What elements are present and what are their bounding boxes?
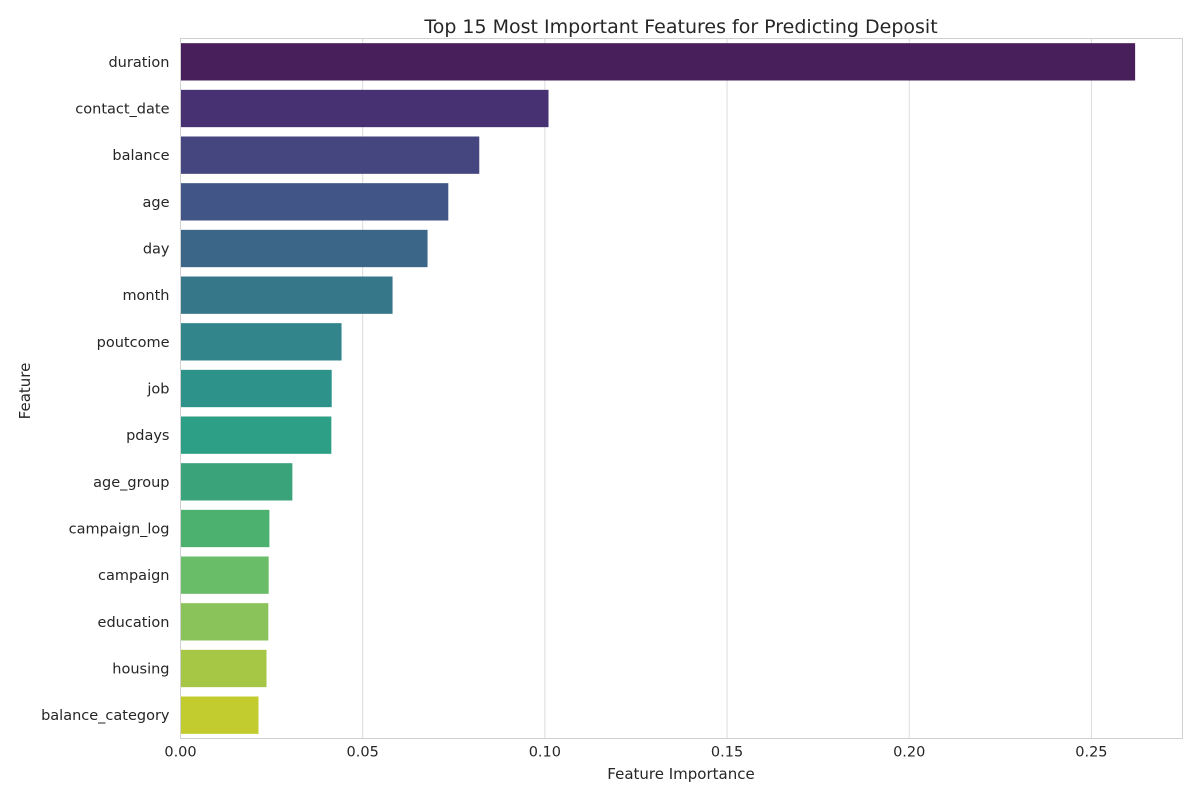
y-tick-label: campaign_log xyxy=(69,522,170,538)
bar-balance xyxy=(180,136,480,174)
x-tick-label: 0.20 xyxy=(893,745,925,761)
bar-housing xyxy=(180,649,267,688)
x-tick-label: 0.05 xyxy=(347,745,379,761)
bar-poutcome xyxy=(180,323,342,361)
y-tick-label: poutcome xyxy=(97,335,170,351)
bar-age-group xyxy=(180,463,293,501)
bar-education xyxy=(180,603,269,641)
x-tick-label: 0.25 xyxy=(1075,745,1107,761)
bar-contact-date xyxy=(180,89,549,128)
y-tick-label: duration xyxy=(108,55,169,71)
bar-balance-category xyxy=(180,696,259,734)
bar-campaign xyxy=(180,556,269,594)
x-tick-label: 0.10 xyxy=(529,745,561,761)
y-tick-label: housing xyxy=(112,662,169,678)
y-tick-label: age_group xyxy=(93,475,169,491)
y-tick-label: contact_date xyxy=(75,102,169,118)
x-tick-label: 0.00 xyxy=(164,745,196,761)
y-tick-label: day xyxy=(143,242,170,258)
plot-frame xyxy=(180,38,1183,739)
y-tick-label: balance xyxy=(112,148,169,164)
bar-pdays xyxy=(180,416,332,454)
bar-age xyxy=(180,183,449,221)
bar-job xyxy=(180,369,332,408)
y-tick-label: pdays xyxy=(126,428,169,444)
bar-month xyxy=(180,276,393,314)
x-tick-labels: 0.00 0.05 0.10 0.15 0.20 0.25 xyxy=(164,745,1107,761)
chart-title: Top 15 Most Important Features for Predi… xyxy=(423,16,937,38)
bar-campaign-log xyxy=(180,509,270,548)
y-tick-label: campaign xyxy=(98,568,170,584)
bar-day xyxy=(180,229,428,268)
bars xyxy=(180,43,1136,734)
y-tick-label: age xyxy=(142,195,169,211)
y-tick-label: job xyxy=(146,382,169,398)
y-axis-label: Feature xyxy=(16,363,34,420)
y-tick-label: month xyxy=(122,288,169,304)
x-tick-label: 0.15 xyxy=(711,745,743,761)
y-tick-label: balance_category xyxy=(41,708,170,724)
x-axis-label: Feature Importance xyxy=(607,765,754,783)
y-tick-label: education xyxy=(98,615,170,631)
bar-duration xyxy=(180,43,1136,81)
